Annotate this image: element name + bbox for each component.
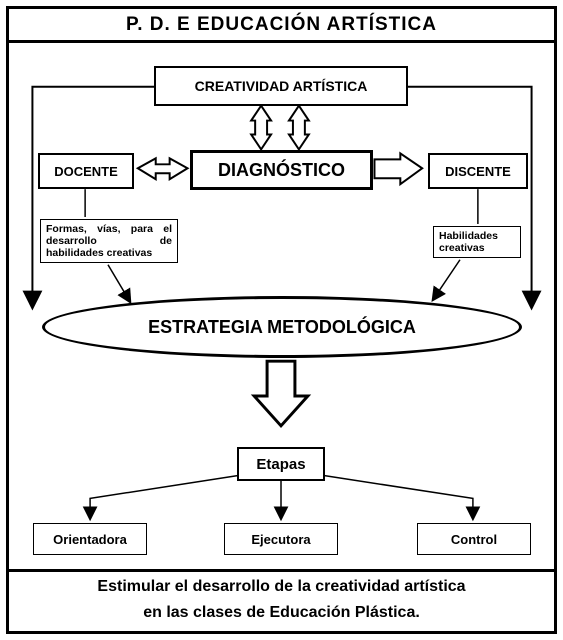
header-bar: P. D. E EDUCACIÓN ARTÍSTICA [9, 9, 554, 43]
note-right-text: Habilidades creativas [439, 230, 498, 254]
node-creatividad: CREATIVIDAD ARTÍSTICA [154, 66, 408, 106]
note-left: Formas, vías, para el desarrollo de habi… [40, 219, 178, 263]
header-title: P. D. E EDUCACIÓN ARTÍSTICA [126, 14, 437, 36]
node-diagnostico: DIAGNÓSTICO [190, 150, 373, 190]
arrow-bidir-left [138, 158, 188, 179]
node-creatividad-label: CREATIVIDAD ARTÍSTICA [195, 78, 368, 94]
node-diagnostico-label: DIAGNÓSTICO [218, 160, 345, 181]
connector-etapas-control [324, 476, 473, 519]
node-control-label: Control [451, 532, 497, 547]
arrow-bidir-vertical-2 [289, 106, 309, 150]
connector-etapas-orientadora [90, 476, 238, 519]
note-left-text: Formas, vías, para el desarrollo de habi… [46, 223, 172, 259]
note-right: Habilidades creativas [433, 226, 521, 258]
node-estrategia-label: ESTRATEGIA METODOLÓGICA [148, 317, 416, 338]
node-docente: DOCENTE [38, 153, 134, 189]
node-discente: DISCENTE [428, 153, 528, 189]
node-etapas-label: Etapas [256, 456, 305, 473]
node-orientadora-label: Orientadora [53, 532, 127, 547]
diagram-body: CREATIVIDAD ARTÍSTICA DIAGNÓSTICO DOCENT… [9, 43, 554, 572]
footer-line1: Estimular el desarrollo de la creativida… [97, 574, 465, 600]
footer-bar: Estimular el desarrollo de la creativida… [9, 572, 554, 627]
node-discente-label: DISCENTE [445, 164, 511, 179]
connector-noteright-estrategia [433, 260, 460, 300]
node-ejecutora: Ejecutora [224, 523, 338, 555]
node-control: Control [417, 523, 531, 555]
node-estrategia: ESTRATEGIA METODOLÓGICA [42, 296, 522, 358]
arrow-hollow-down [254, 361, 308, 426]
connector-left-long [32, 87, 154, 307]
connector-right-long [407, 87, 531, 307]
arrow-bidir-vertical [251, 106, 271, 150]
node-ejecutora-label: Ejecutora [251, 532, 310, 547]
connector-noteleft-estrategia [108, 265, 130, 302]
diagram-frame: P. D. E EDUCACIÓN ARTÍSTICA [6, 6, 557, 634]
node-orientadora: Orientadora [33, 523, 147, 555]
node-docente-label: DOCENTE [54, 164, 118, 179]
node-etapas: Etapas [237, 447, 325, 481]
footer-line2: en las clases de Educación Plástica. [143, 600, 420, 626]
arrow-right [374, 153, 422, 184]
